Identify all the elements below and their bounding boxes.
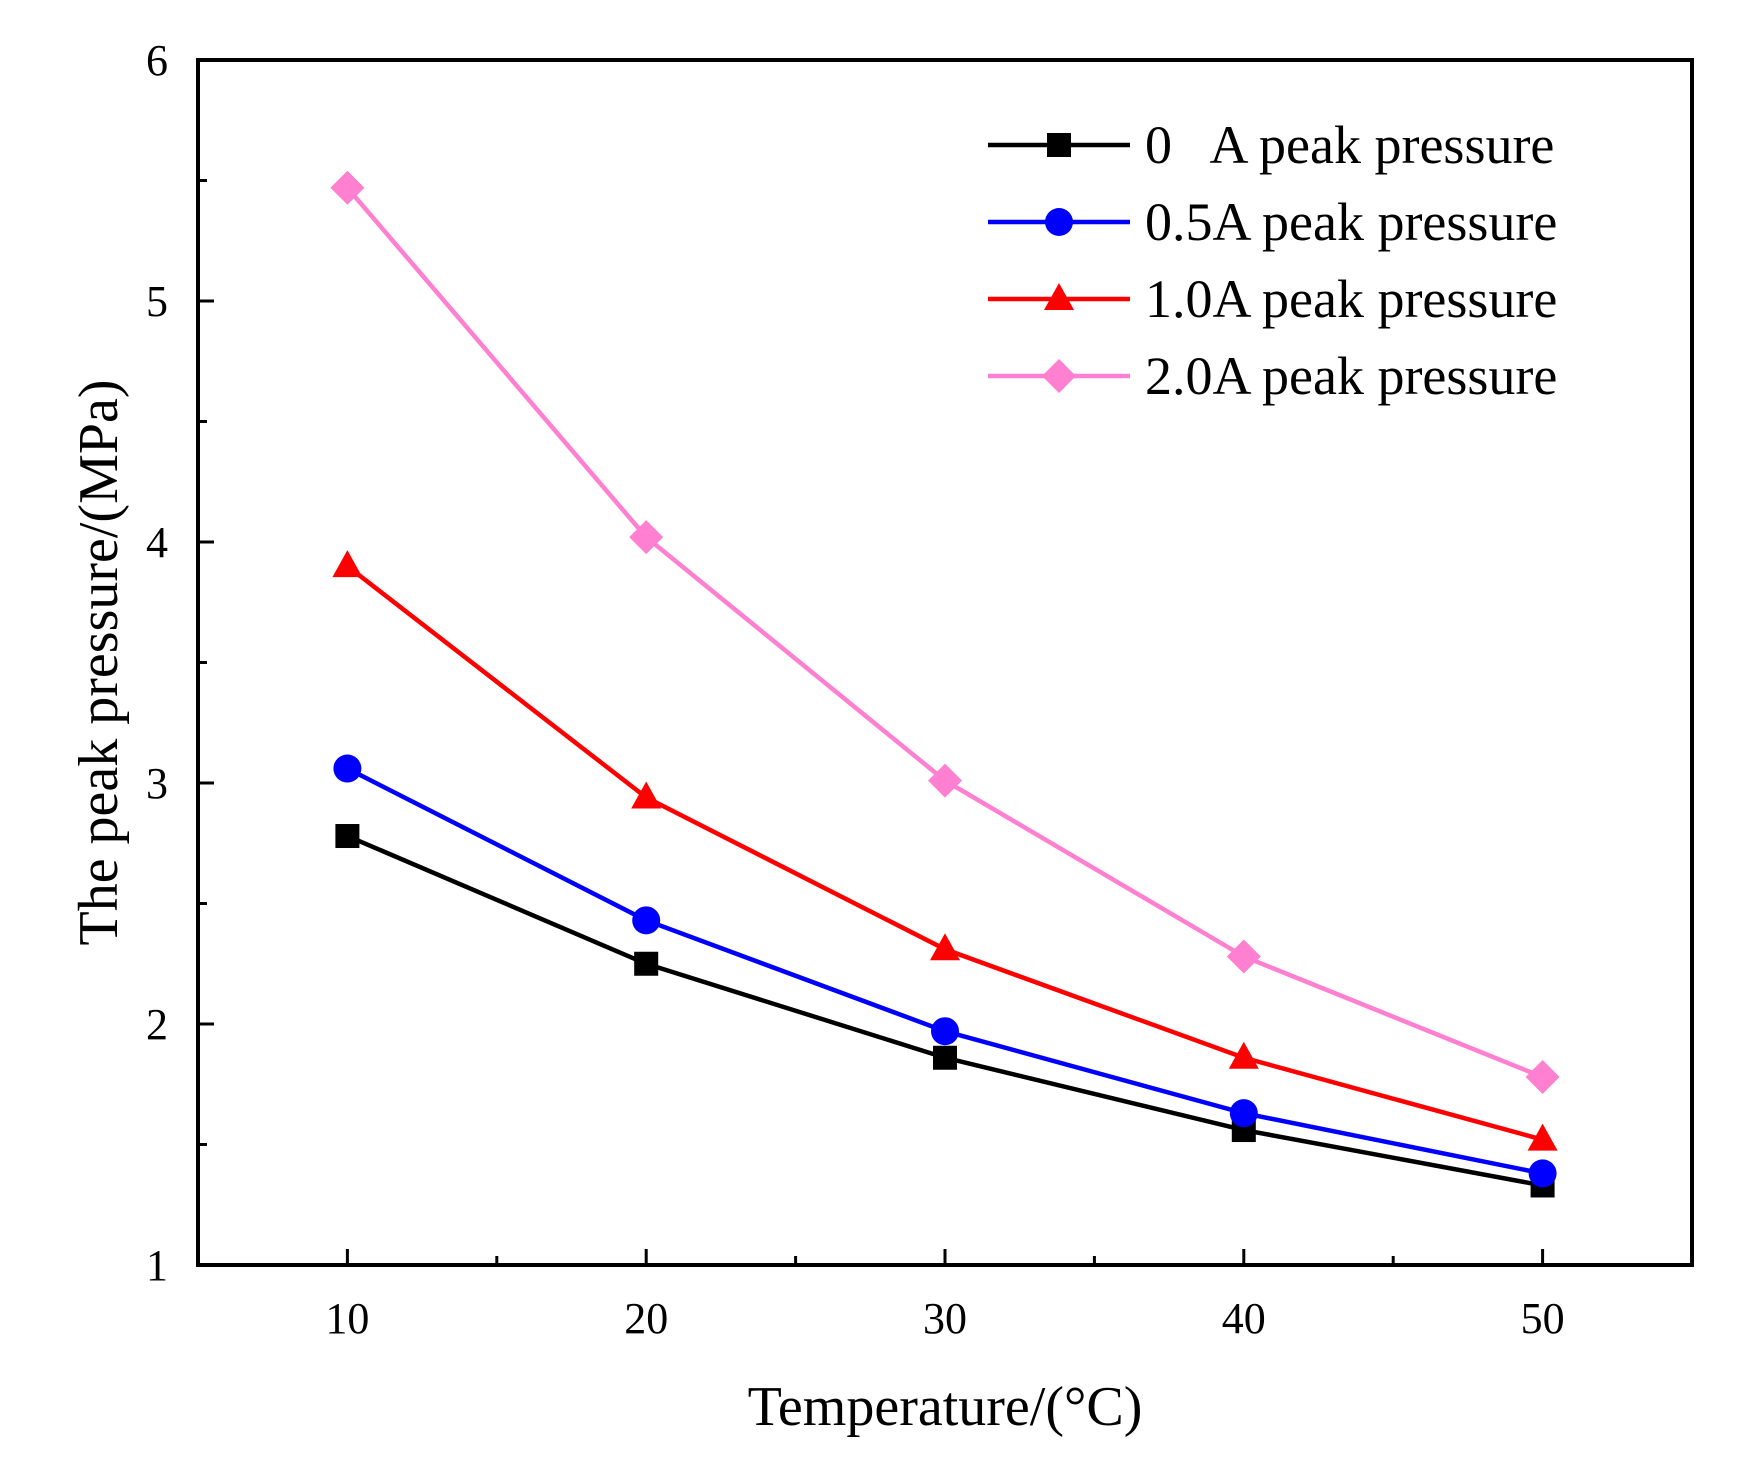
series-0 (335, 824, 1555, 1198)
y-tick-label: 6 (146, 36, 168, 85)
data-point-square (634, 951, 659, 976)
series-2 (332, 550, 1558, 1151)
series-line (346, 833, 1544, 1188)
legend-label: 2.0A peak pressure (1145, 346, 1557, 406)
legend-marker-triangle (1044, 283, 1074, 310)
y-tick-label: 2 (146, 1000, 168, 1049)
legend-item: 0 A peak pressure (988, 115, 1554, 175)
data-point-triangle (1527, 1123, 1558, 1151)
y-axis-title: The peak pressure/(MPa) (68, 379, 130, 945)
x-tick-label: 50 (1521, 1294, 1565, 1343)
y-tick-label: 5 (146, 277, 168, 326)
legend-item: 0.5A peak pressure (988, 192, 1557, 252)
y-tick-label: 3 (146, 759, 168, 808)
data-point-diamond (629, 520, 664, 555)
x-tick-label: 10 (325, 1294, 369, 1343)
x-tick-label: 40 (1222, 1294, 1266, 1343)
data-point-triangle (332, 550, 363, 578)
legend: 0 A peak pressure 0.5A peak pressure 1.0A … (988, 115, 1557, 406)
legend-label: 0 A peak pressure (1145, 115, 1554, 175)
data-point-circle (333, 754, 362, 783)
data-point-circle (1528, 1159, 1557, 1188)
ticks-layer: 10 20 30 40 50 1 2 3 4 5 6 (146, 36, 1565, 1343)
y-tick-label: 4 (146, 518, 168, 567)
legend-marker-diamond (1042, 359, 1076, 393)
legend-marker-circle (1045, 208, 1073, 236)
legend-item: 1.0A peak pressure (988, 269, 1557, 329)
data-point-diamond (1525, 1060, 1560, 1095)
data-point-circle (632, 906, 661, 935)
x-tick-label: 30 (923, 1294, 967, 1343)
data-point-triangle (1228, 1041, 1259, 1069)
legend-marker-square (1047, 133, 1071, 157)
series-layer (330, 170, 1560, 1198)
data-point-square (335, 824, 360, 849)
data-point-triangle (930, 933, 960, 961)
legend-item: 2.0A peak pressure (988, 346, 1557, 406)
legend-label: 1.0A peak pressure (1145, 269, 1557, 329)
x-axis-title: Temperature/(°C) (748, 1376, 1143, 1438)
data-point-circle (1229, 1099, 1258, 1128)
series-3 (330, 170, 1560, 1095)
data-point-circle (931, 1017, 959, 1046)
data-point-diamond (928, 763, 962, 798)
series-line (346, 766, 1544, 1176)
x-tick-label: 20 (624, 1294, 668, 1343)
y-tick-label: 1 (146, 1241, 168, 1290)
data-point-diamond (1226, 939, 1261, 974)
data-point-square (933, 1045, 957, 1070)
legend-label: 0.5A peak pressure (1145, 192, 1557, 252)
data-point-diamond (330, 170, 365, 205)
data-point-triangle (631, 781, 662, 809)
series-1 (333, 754, 1557, 1188)
